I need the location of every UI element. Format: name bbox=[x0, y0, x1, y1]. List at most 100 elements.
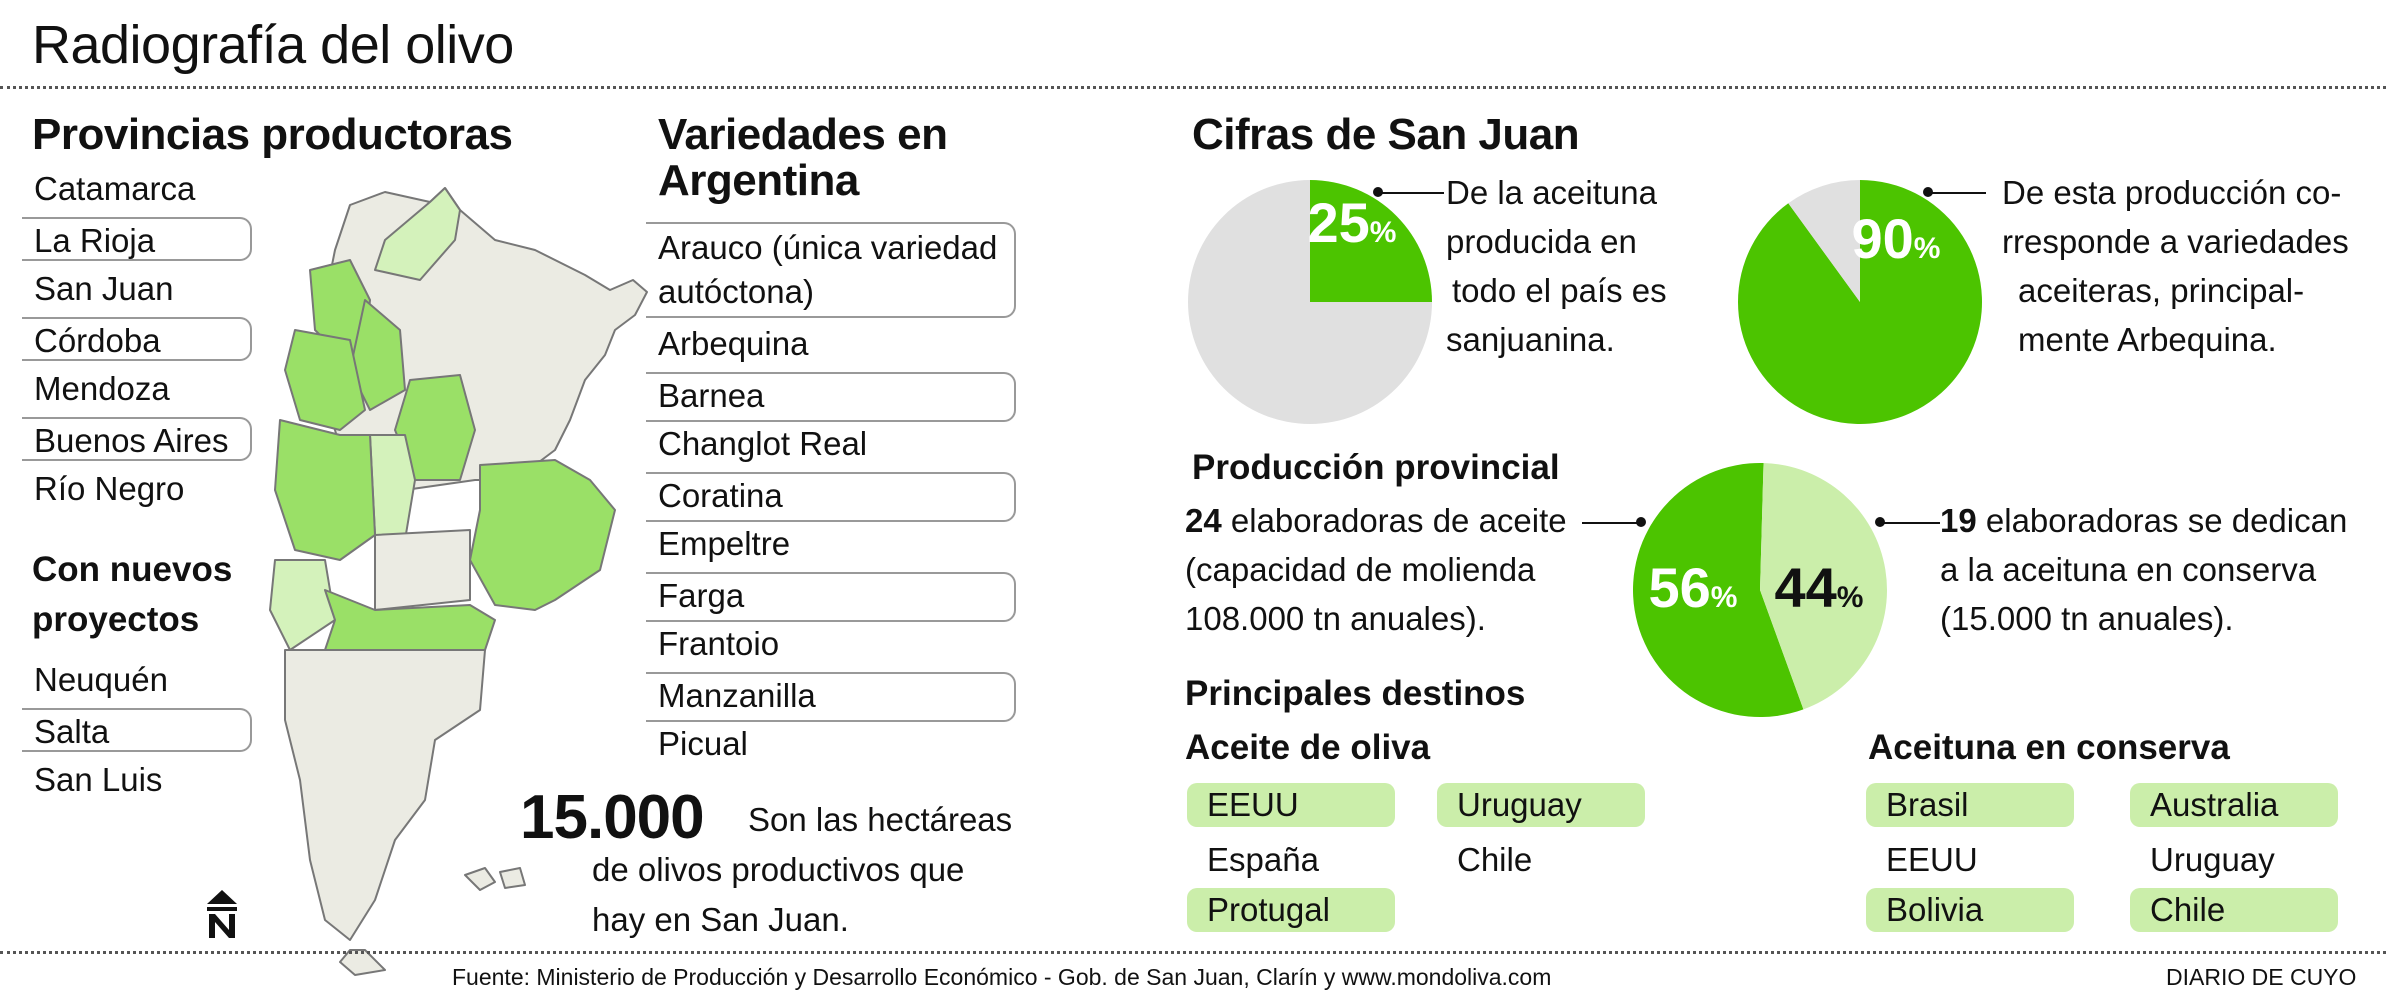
pie-chart-1: 25% bbox=[1188, 180, 1432, 424]
pie2-text-line: mente Arbequina. bbox=[2018, 321, 2277, 358]
produccion-right-number: 19 bbox=[1940, 502, 1977, 539]
argentina-map bbox=[269, 187, 648, 976]
destino-pill: Brasil bbox=[1866, 783, 2074, 827]
destinos-heading: Principales destinos bbox=[1185, 674, 1526, 713]
produccion-right-line-text: elaboradoras se dedican bbox=[1976, 502, 2348, 539]
map-region bbox=[274, 419, 376, 561]
pie2-text-line: rresponde a variedades bbox=[2002, 223, 2349, 260]
provincias-list: Catamarca La Rioja San Juan Córdoba Mend… bbox=[22, 167, 252, 511]
produccion-left-line: (capacidad de molienda bbox=[1185, 551, 1536, 588]
pie2-text-line: De esta producción co- bbox=[2002, 174, 2342, 211]
list-item: Río Negro bbox=[34, 470, 185, 507]
pie1-text: De la aceituna producida en todo el país… bbox=[1446, 168, 1667, 364]
list-item: Salta bbox=[22, 708, 252, 752]
cifras-heading: Cifras de San Juan bbox=[1192, 110, 1580, 159]
map-region bbox=[374, 529, 471, 611]
variedades-heading-line: Variedades en bbox=[658, 110, 948, 159]
list-item: Neuquén bbox=[34, 661, 168, 698]
pie1-text-line: todo el país es bbox=[1452, 272, 1667, 309]
aceite-heading: Aceite de oliva bbox=[1185, 728, 1431, 767]
variedades-list: Arauco (única variedad autóctona) Arbequ… bbox=[646, 222, 1016, 770]
pie-chart-3: 56% 44% bbox=[1633, 463, 1887, 717]
map-region bbox=[324, 589, 496, 651]
nuevos-heading: Con nuevos proyectos bbox=[32, 550, 232, 640]
map-region bbox=[369, 434, 416, 541]
bottom-divider bbox=[0, 951, 2386, 954]
pie3-label-b: 44% bbox=[1775, 556, 1864, 619]
nuevos-list: Neuquén Salta San Luis bbox=[22, 658, 252, 802]
produccion-left-number: 24 bbox=[1185, 502, 1222, 539]
hectareas-text: Son las hectáreas bbox=[748, 801, 1013, 838]
produccion-left-line: 24 elaboradoras de aceite bbox=[1185, 496, 1567, 545]
produccion-left-line: 108.000 tn anuales). bbox=[1185, 600, 1486, 637]
produccion-left-text: 24 elaboradoras de aceite (capacidad de … bbox=[1185, 496, 1567, 643]
map-region bbox=[469, 459, 616, 611]
variedades-heading-line: Argentina bbox=[658, 156, 859, 205]
map-region bbox=[284, 329, 366, 431]
top-divider bbox=[0, 86, 2386, 89]
leader-line bbox=[1880, 522, 1940, 524]
list-item: Farga bbox=[646, 572, 1016, 622]
pie-slice-conserva bbox=[1760, 463, 1887, 710]
pie-slice-aceite bbox=[1633, 463, 1804, 717]
list-item: Frantoio bbox=[658, 625, 780, 662]
destino-pill: Protugal bbox=[1187, 888, 1395, 932]
hectareas-number: 15.000 bbox=[520, 783, 705, 852]
pie1-text-line: sanjuanina. bbox=[1446, 321, 1615, 358]
destino-pill: EEUU bbox=[1187, 783, 1395, 827]
pie2-text: De esta producción co- rresponde a varie… bbox=[2002, 168, 2349, 364]
conserva-heading: Aceituna en conserva bbox=[1868, 728, 2230, 767]
map-region bbox=[374, 187, 461, 281]
list-item: Barnea bbox=[646, 372, 1016, 422]
pie1-percent-label: 25% bbox=[1308, 191, 1397, 254]
hectareas-text: de olivos productivos que bbox=[592, 851, 965, 888]
list-item: Buenos Aires bbox=[22, 417, 252, 461]
map-region bbox=[339, 949, 386, 976]
produccion-right-text: 19 elaboradoras se dedican a la aceituna… bbox=[1940, 496, 2347, 643]
destino-pill: Uruguay bbox=[1437, 783, 1645, 827]
produccion-heading: Producción provincial bbox=[1192, 448, 1560, 487]
pie-slice-resto bbox=[1188, 180, 1432, 424]
pie3-label-a: 56% bbox=[1649, 556, 1738, 619]
list-item: San Juan bbox=[34, 270, 174, 307]
variedad-line: Arauco (única variedad bbox=[658, 229, 998, 266]
list-item: Manzanilla bbox=[646, 672, 1016, 722]
nuevos-heading-line: proyectos bbox=[32, 600, 200, 639]
map-region bbox=[269, 559, 336, 651]
leader-dot bbox=[1636, 517, 1646, 527]
destino-pill: Chile bbox=[2130, 888, 2338, 932]
pie2-percent-label: 90% bbox=[1852, 207, 1941, 270]
map-region bbox=[394, 374, 476, 481]
list-item: Córdoba bbox=[22, 317, 252, 361]
list-item: Arbequina bbox=[658, 325, 809, 362]
list-item: Picual bbox=[658, 725, 748, 762]
produccion-left-line-text: elaboradoras de aceite bbox=[1221, 502, 1567, 539]
nuevos-heading-line: Con nuevos bbox=[32, 550, 233, 589]
destino-pill: Bolivia bbox=[1866, 888, 2074, 932]
leader-line bbox=[1582, 522, 1640, 524]
destino-pill: Chile bbox=[1457, 841, 1533, 878]
list-item: Mendoza bbox=[34, 370, 170, 407]
list-item: Arauco (única variedad autóctona) bbox=[646, 222, 1016, 318]
list-item: La Rioja bbox=[22, 217, 252, 261]
leader-dot bbox=[1373, 187, 1383, 197]
destino-pill: España bbox=[1207, 841, 1319, 878]
page-title: Radiografía del olivo bbox=[32, 15, 514, 75]
pie1-text-line: De la aceituna bbox=[1446, 174, 1657, 211]
destino-pill: Australia bbox=[2130, 783, 2338, 827]
map-region bbox=[284, 649, 486, 941]
leader-dot bbox=[1875, 517, 1885, 527]
list-item: Catamarca bbox=[34, 170, 196, 207]
source-note: Fuente: Ministerio de Producción y Desar… bbox=[452, 964, 1552, 990]
list-item: Changlot Real bbox=[658, 425, 868, 462]
map-region bbox=[464, 867, 526, 891]
pie-slice-otras bbox=[1788, 180, 1860, 302]
variedades-heading: Variedades en Argentina bbox=[658, 110, 948, 205]
hectareas-text: hay en San Juan. bbox=[592, 901, 849, 938]
pie-slice-san-juan bbox=[1310, 180, 1432, 302]
destino-pill: Uruguay bbox=[2150, 841, 2275, 878]
pie1-text-line: producida en bbox=[1446, 223, 1637, 260]
pie2-text-line: aceiteras, principal- bbox=[2018, 272, 2305, 309]
variedad-line: autóctona) bbox=[658, 273, 814, 310]
leader-dot bbox=[1923, 187, 1933, 197]
